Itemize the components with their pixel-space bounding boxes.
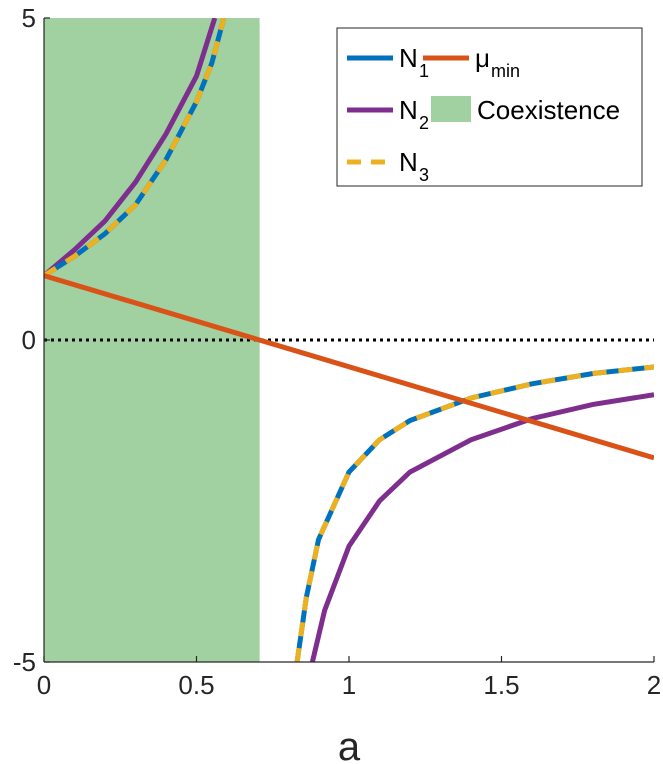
plot-series	[44, 18, 654, 662]
y-tick-label: 5	[22, 3, 36, 33]
series-n2-upper	[44, 18, 218, 278]
plot-area	[44, 18, 654, 662]
legend-box	[336, 27, 643, 187]
legend-sublabel-n2: 2	[419, 113, 429, 133]
legend-label-mu-min: μ	[475, 43, 490, 73]
x-tick-label: 2	[647, 670, 661, 700]
legend-label-n3: N	[399, 147, 418, 177]
x-tick-label: 1	[342, 670, 356, 700]
x-tick-label: 0.5	[178, 670, 214, 700]
series-n3-lower	[294, 364, 654, 662]
legend-sublabel-n3: 3	[419, 165, 429, 185]
legend-sublabel-n1: 1	[419, 61, 429, 81]
x-axis-label: a	[338, 725, 361, 764]
series-n1-lower	[294, 364, 654, 662]
legend-swatch-coexistence	[431, 96, 471, 122]
y-tick-label: -5	[13, 647, 36, 677]
x-tick-label: 0	[37, 670, 51, 700]
y-tick-label: 0	[22, 325, 36, 355]
legend-label-n1: N	[399, 43, 418, 73]
series-n3-upper	[44, 18, 227, 278]
legend-label-coexistence: Coexistence	[477, 95, 620, 125]
series-mu-min-line	[44, 273, 654, 461]
axes: 0 0.5 1 1.5 2-505	[13, 3, 661, 700]
legend-label-n2: N	[399, 95, 418, 125]
legend-sublabel-mu-min: min	[491, 61, 520, 81]
x-tick-label: 1.5	[483, 670, 519, 700]
series-n2-lower	[309, 392, 654, 662]
